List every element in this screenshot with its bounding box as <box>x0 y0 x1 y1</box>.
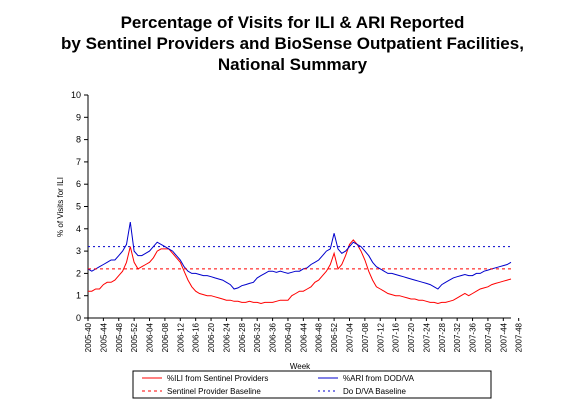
x-tick-label: 2005-48 <box>115 322 124 352</box>
legend: %ILI from Sentinel Providers %ARI from DO… <box>132 370 492 399</box>
y-tick-label: 6 <box>76 179 81 189</box>
legend-label-0: %ILI from Sentinel Providers <box>167 374 268 383</box>
x-tick-label: 2007-12 <box>376 322 385 352</box>
x-tick-label: 2007-08 <box>361 322 370 352</box>
x-axis-label: Week <box>290 362 311 371</box>
x-tick-label: 2007-20 <box>407 322 416 352</box>
y-tick-label: 10 <box>71 90 81 100</box>
x-tick-label: 2006-52 <box>330 322 339 352</box>
x-tick-label: 2006-16 <box>192 322 201 352</box>
x-axis-ticks: 2005-40 2005-44 2005-48 2005-52 2006-04 2006-… <box>84 318 524 352</box>
x-tick-label: 2006-20 <box>207 322 216 352</box>
x-tick-label: 2005-44 <box>99 322 108 352</box>
x-tick-label: 2007-48 <box>515 322 524 352</box>
x-tick-label: 2006-08 <box>161 322 170 352</box>
chart-axes <box>87 95 511 319</box>
y-tick-label: 7 <box>76 157 81 167</box>
legend-label-1: %ARI from DOD/VA <box>343 374 415 383</box>
x-tick-label: 2006-36 <box>269 322 278 352</box>
x-tick-label: 2007-32 <box>453 322 462 352</box>
x-tick-label: 2007-04 <box>345 322 354 352</box>
x-tick-label: 2006-24 <box>222 322 231 352</box>
x-tick-label: 2007-16 <box>392 322 401 352</box>
y-tick-label: 1 <box>76 291 81 301</box>
x-tick-label: 2005-52 <box>130 322 139 352</box>
x-tick-label: 2006-28 <box>238 322 247 352</box>
legend-label-3: Do D/VA Baseline <box>343 387 407 396</box>
x-tick-label: 2006-12 <box>176 322 185 352</box>
x-tick-label: 2007-44 <box>499 322 508 352</box>
x-tick-label: 2007-40 <box>484 322 493 352</box>
x-tick-label: 2007-28 <box>438 322 447 352</box>
x-tick-label: 2005-40 <box>84 322 93 352</box>
legend-box <box>132 370 492 399</box>
legend-label-2: Sentinel Provider Baseline <box>167 387 261 396</box>
y-tick-label: 0 <box>76 313 81 323</box>
x-tick-label: 2006-32 <box>253 322 262 352</box>
series-line-1 <box>87 222 512 290</box>
y-tick-label: 3 <box>76 246 81 256</box>
chart-title-line-1: Percentage of Visits for ILI & ARI Repor… <box>120 13 465 32</box>
x-tick-label: 2006-48 <box>315 322 324 352</box>
y-tick-label: 5 <box>76 202 81 212</box>
y-axis-label: % of Visits for ILI <box>56 177 65 237</box>
y-tick-label: 9 <box>76 112 81 122</box>
x-tick-label: 2006-44 <box>299 322 308 352</box>
x-tick-label: 2007-36 <box>469 322 478 352</box>
x-tick-label: 2006-40 <box>284 322 293 352</box>
series-line-0 <box>88 239 512 305</box>
chart-title: Percentage of Visits for ILI & ARI Repor… <box>0 12 585 75</box>
y-tick-label: 8 <box>76 135 81 145</box>
x-tick-label: 2006-04 <box>146 322 155 352</box>
x-tick-label: 2007-24 <box>422 322 431 352</box>
chart-title-line-2: by Sentinel Providers and BioSense Outpa… <box>61 34 524 53</box>
chart-title-line-3: National Summary <box>217 55 368 74</box>
y-axis-ticks: 0 1 2 3 4 5 6 7 8 9 10 <box>71 90 88 323</box>
y-tick-label: 4 <box>76 224 81 234</box>
y-tick-label: 2 <box>76 268 81 278</box>
series-lines <box>87 222 512 305</box>
